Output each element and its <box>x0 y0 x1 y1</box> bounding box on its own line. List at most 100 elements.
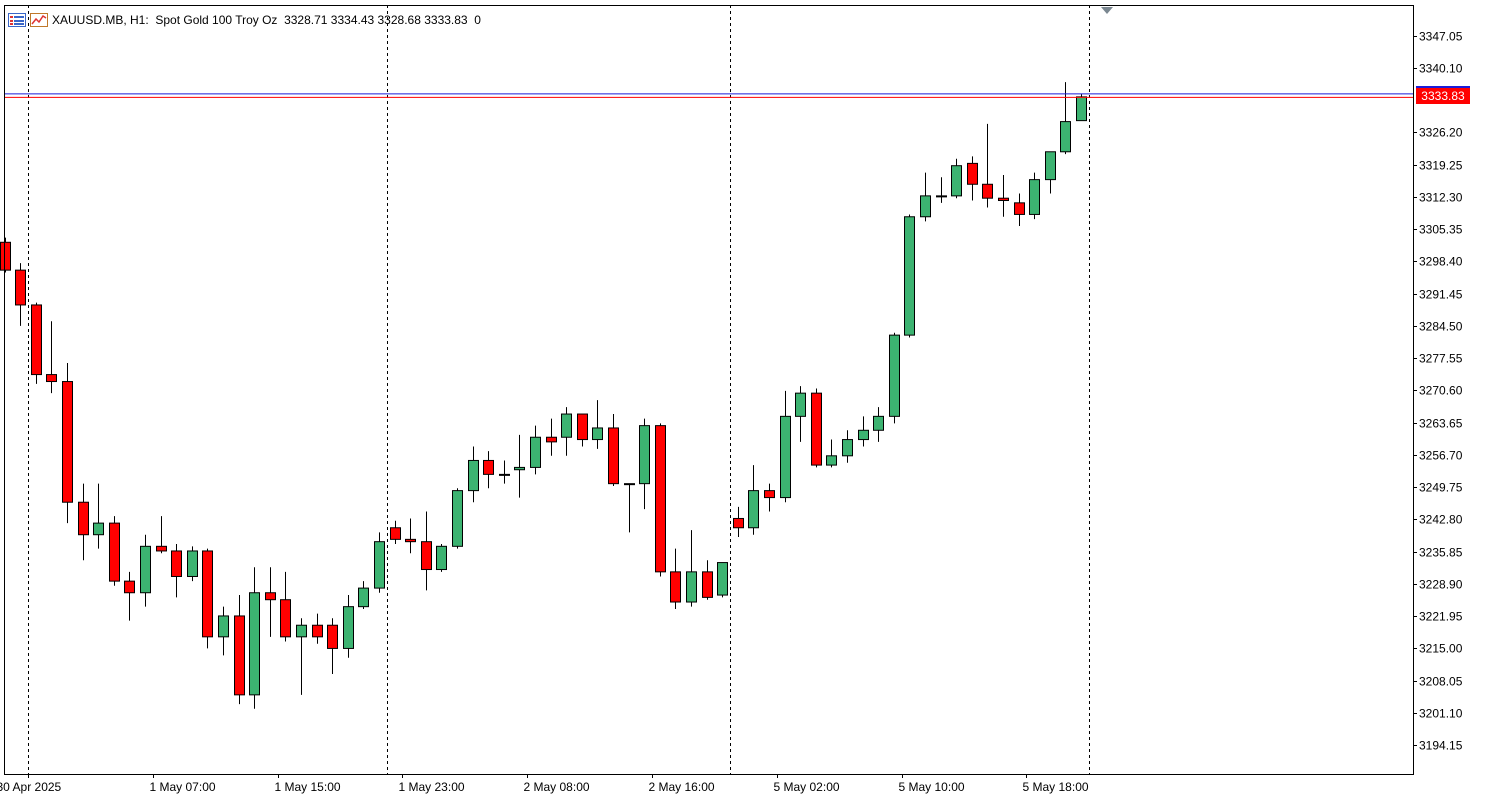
candle <box>702 560 713 600</box>
x-tick-label: 5 May 02:00 <box>774 780 840 794</box>
bull-candle-body <box>561 413 572 438</box>
bull-candle-body <box>499 473 510 476</box>
shift-marker-icon[interactable] <box>1101 7 1113 14</box>
candle <box>202 548 213 649</box>
candle <box>234 595 245 705</box>
bear-candle-body <box>670 571 681 603</box>
candle <box>374 532 385 593</box>
candle <box>717 562 728 598</box>
bear-candle-body <box>1014 202 1025 215</box>
candle <box>998 174 1009 217</box>
y-tick-label: 3215.00 <box>1419 642 1463 656</box>
candle <box>1045 151 1056 194</box>
bull-candle-body <box>296 624 307 638</box>
candle <box>124 571 135 621</box>
y-tick-label: 3263.65 <box>1419 417 1463 431</box>
price-axis: 3347.05 3340.10 3326.20 3319.25 3312.30 3305.… <box>1413 30 1463 753</box>
chart-icon[interactable] <box>30 13 48 27</box>
bull-candle-body <box>592 427 603 441</box>
y-tick-label: 3284.50 <box>1419 320 1463 334</box>
time-axis: 30 Apr 2025 1 May 07:00 1 May 15:00 1 May 2… <box>0 774 1089 794</box>
bull-candle-body <box>140 545 151 594</box>
y-tick-label: 3347.05 <box>1419 30 1463 44</box>
candle <box>639 418 650 510</box>
y-tick-label: 3221.95 <box>1419 610 1463 624</box>
y-tick-label: 3305.35 <box>1419 223 1463 237</box>
current-price-label: 3333.83 <box>1416 88 1470 104</box>
y-tick-label: 3242.80 <box>1419 513 1463 527</box>
candle <box>561 407 572 456</box>
bear-candle-body <box>312 624 323 638</box>
bear-candle-body <box>608 427 619 485</box>
list-icon[interactable] <box>8 13 26 27</box>
candle <box>764 483 775 512</box>
bear-candle-body <box>327 624 338 649</box>
y-tick-label: 3228.90 <box>1419 578 1463 592</box>
candle <box>62 362 73 524</box>
bull-candle-body <box>920 195 931 218</box>
bear-candle-body <box>124 580 135 594</box>
candles <box>0 82 1087 709</box>
bull-candle-body <box>889 334 900 417</box>
candle <box>780 390 791 503</box>
bear-candle-body <box>280 599 291 638</box>
candle <box>655 423 666 577</box>
bear-candle-body <box>46 374 57 383</box>
bear-candle-body <box>998 197 1009 202</box>
bear-candle-body <box>811 392 822 466</box>
bear-candle-body <box>577 413 588 441</box>
candle <box>265 567 276 637</box>
candle <box>187 546 198 582</box>
x-tick-label: 5 May 10:00 <box>899 780 965 794</box>
y-tick-label: 3277.55 <box>1419 352 1463 366</box>
bear-candle-body <box>15 269 26 306</box>
bull-candle-body <box>343 606 354 649</box>
bull-candle-body <box>1076 96 1087 122</box>
bull-candle-body <box>858 429 869 441</box>
x-tick-label: 5 May 18:00 <box>1023 780 1089 794</box>
bear-candle-body <box>546 436 557 443</box>
y-tick-label: 3340.10 <box>1419 62 1463 76</box>
candle <box>358 581 369 609</box>
candle <box>46 321 57 394</box>
candle <box>1014 193 1025 227</box>
candle <box>826 439 837 468</box>
x-tick-label: 1 May 07:00 <box>150 780 216 794</box>
y-tick-label: 3208.05 <box>1419 675 1463 689</box>
candle <box>452 488 463 549</box>
candle <box>873 407 884 442</box>
candle <box>546 418 557 456</box>
bull-candle-body <box>904 216 915 336</box>
chart-header: XAUUSD.MB, H1: Spot Gold 100 Troy Oz 332… <box>8 11 481 29</box>
candle <box>1060 82 1071 155</box>
candle <box>421 511 432 591</box>
bull-candle-body <box>717 562 728 596</box>
y-tick-label: 3326.20 <box>1419 126 1463 140</box>
candle <box>93 483 104 549</box>
bear-candle-body <box>156 545 167 552</box>
x-tick-label: 1 May 23:00 <box>399 780 465 794</box>
candle <box>686 530 697 607</box>
candle <box>483 451 494 489</box>
candle <box>327 618 338 674</box>
candle <box>842 430 853 463</box>
candle <box>296 618 307 695</box>
y-tick-label: 3319.25 <box>1419 159 1463 173</box>
candle <box>390 520 401 544</box>
bull-candle-body <box>452 490 463 547</box>
bull-candle-body <box>639 425 650 485</box>
x-tick-label: 1 May 15:00 <box>275 780 341 794</box>
candle <box>795 386 806 442</box>
bear-candle-body <box>202 550 213 638</box>
candle <box>280 571 291 642</box>
bear-candle-body <box>421 541 432 571</box>
y-tick-label: 3298.40 <box>1419 255 1463 269</box>
y-tick-label: 3235.85 <box>1419 546 1463 560</box>
bear-candle-body <box>764 490 775 499</box>
bear-candle-body <box>265 592 276 601</box>
candle <box>889 332 900 424</box>
candle <box>15 263 26 326</box>
bull-candle-body <box>842 439 853 457</box>
bear-candle-body <box>171 550 182 577</box>
